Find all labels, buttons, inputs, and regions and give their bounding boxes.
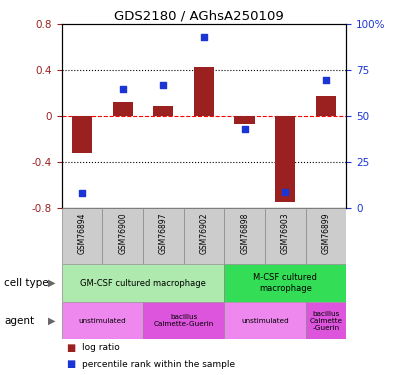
Text: bacillus
Calmette
-Guerin: bacillus Calmette -Guerin — [309, 310, 343, 331]
Text: GM-CSF cultured macrophage: GM-CSF cultured macrophage — [80, 279, 206, 288]
Text: agent: agent — [4, 316, 34, 326]
Bar — [316, 96, 336, 116]
Bar — [143, 208, 183, 264]
Point — [79, 190, 85, 196]
Bar — [102, 208, 143, 264]
Point — [160, 82, 166, 88]
Text: percentile rank within the sample: percentile rank within the sample — [82, 360, 235, 369]
Bar — [306, 208, 346, 264]
Bar — [234, 116, 255, 124]
Bar — [183, 208, 224, 264]
Text: GDS2180 / AGhsA250109: GDS2180 / AGhsA250109 — [114, 9, 284, 22]
Bar — [143, 302, 224, 339]
Bar — [275, 116, 295, 202]
Text: cell type: cell type — [4, 278, 49, 288]
Bar — [306, 302, 346, 339]
Bar — [224, 302, 306, 339]
Text: GSM76900: GSM76900 — [118, 213, 127, 254]
Text: ■: ■ — [66, 360, 75, 369]
Text: bacillus
Calmette-Guerin: bacillus Calmette-Guerin — [154, 314, 214, 327]
Bar — [265, 208, 306, 264]
Point — [119, 86, 126, 92]
Text: ▶: ▶ — [48, 278, 55, 288]
Point — [242, 126, 248, 132]
Text: GSM76902: GSM76902 — [199, 213, 209, 254]
Text: GSM76894: GSM76894 — [78, 213, 86, 254]
Bar — [113, 102, 133, 116]
Bar — [62, 264, 224, 302]
Text: ■: ■ — [66, 343, 75, 353]
Point — [201, 34, 207, 40]
Bar — [62, 302, 143, 339]
Text: unstimulated: unstimulated — [241, 318, 289, 324]
Bar — [194, 67, 214, 116]
Text: log ratio: log ratio — [82, 344, 119, 352]
Text: GSM76898: GSM76898 — [240, 213, 249, 254]
Bar — [72, 116, 92, 153]
Bar — [153, 106, 174, 116]
Text: GSM76897: GSM76897 — [159, 213, 168, 254]
Text: GSM76903: GSM76903 — [281, 213, 290, 254]
Point — [282, 189, 289, 195]
Bar — [224, 208, 265, 264]
Bar — [224, 264, 346, 302]
Text: M-CSF cultured
macrophage: M-CSF cultured macrophage — [254, 273, 317, 293]
Bar — [62, 208, 102, 264]
Text: GSM76899: GSM76899 — [322, 213, 330, 254]
Text: ▶: ▶ — [48, 316, 55, 326]
Point — [323, 76, 329, 82]
Text: unstimulated: unstimulated — [78, 318, 126, 324]
